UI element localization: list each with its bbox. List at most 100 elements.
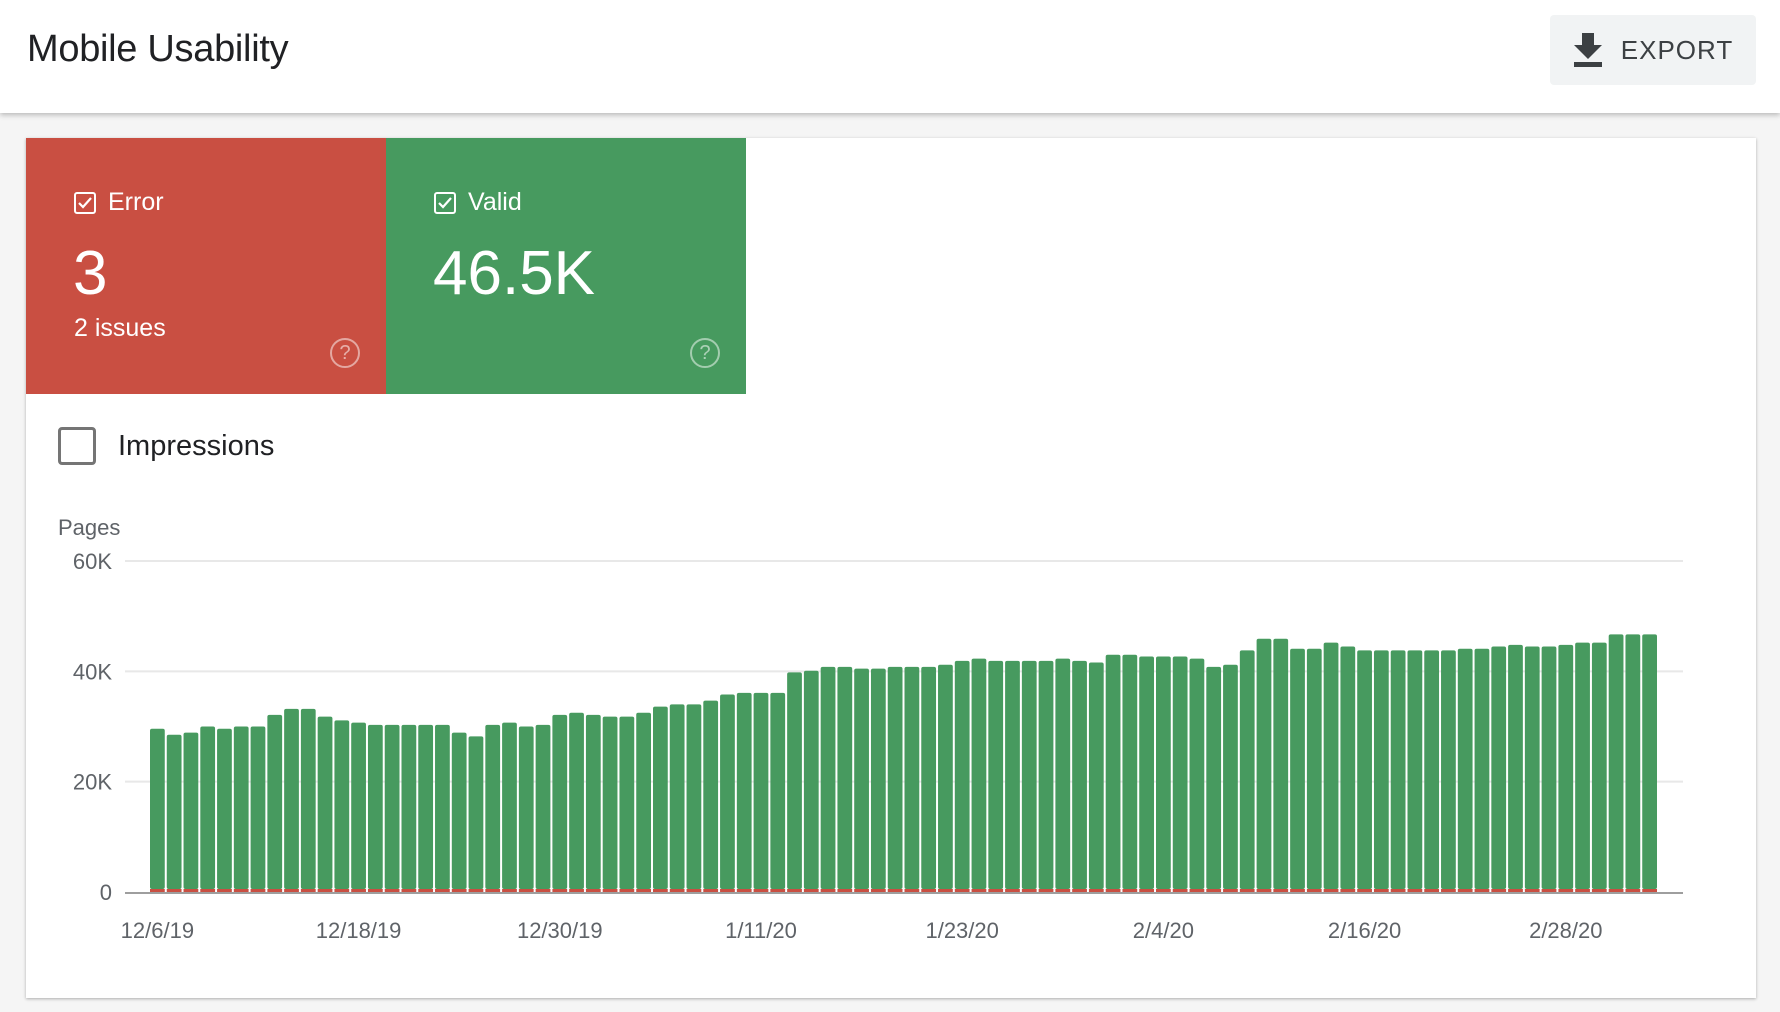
error-bar xyxy=(267,889,283,892)
error-bar xyxy=(753,889,769,892)
error-bar xyxy=(1407,889,1423,892)
download-icon xyxy=(1573,33,1602,67)
valid-bar xyxy=(803,670,819,889)
error-bar xyxy=(1441,889,1456,892)
valid-checkbox[interactable] xyxy=(434,191,456,214)
valid-bar xyxy=(1005,660,1020,889)
valid-bar xyxy=(1642,634,1657,889)
y-tick-label: 0 xyxy=(100,880,112,905)
valid-bar xyxy=(1457,648,1473,889)
valid-bar xyxy=(938,664,953,889)
check-icon xyxy=(438,196,452,209)
error-bar xyxy=(1491,889,1507,892)
error-bar xyxy=(1474,889,1490,892)
error-bar xyxy=(1575,889,1590,892)
valid-bar xyxy=(250,726,266,889)
pages-chart: Pages 0 20K 40K 60K 12/6/19 12/18/19 12/30/19 1/… xyxy=(58,515,1683,943)
valid-bar xyxy=(217,728,232,889)
valid-bar xyxy=(1239,650,1255,889)
error-bar xyxy=(854,889,869,892)
error-bar xyxy=(803,889,819,892)
help-icon[interactable]: ? xyxy=(330,338,360,368)
error-bar xyxy=(1608,889,1624,892)
valid-bar xyxy=(451,732,467,889)
error-bar xyxy=(1357,889,1372,892)
error-bar xyxy=(233,889,249,892)
valid-bar xyxy=(1105,654,1121,889)
error-bar xyxy=(217,889,232,892)
error-bar xyxy=(1424,889,1440,892)
error-bar xyxy=(1306,889,1322,892)
valid-bar xyxy=(1189,658,1205,889)
error-bar xyxy=(250,889,266,892)
valid-bar xyxy=(1373,650,1389,889)
error-bar xyxy=(1373,889,1389,892)
error-count: 3 xyxy=(73,239,108,308)
error-tile[interactable]: Error 3 2 issues ? xyxy=(26,138,386,394)
error-bar xyxy=(653,889,668,892)
error-bar xyxy=(904,889,920,892)
error-bar xyxy=(921,889,937,892)
page-title: Mobile Usability xyxy=(27,28,289,70)
error-bar xyxy=(1524,889,1540,892)
error-bar xyxy=(351,889,366,892)
valid-bar xyxy=(787,672,802,889)
error-bar xyxy=(401,889,417,892)
error-bar xyxy=(1256,889,1272,892)
valid-bar xyxy=(518,726,534,889)
error-bar xyxy=(451,889,467,892)
export-button[interactable]: EXPORT xyxy=(1550,15,1756,85)
error-bar xyxy=(435,889,450,892)
valid-bar xyxy=(1055,658,1071,889)
error-bar xyxy=(585,889,601,892)
error-bar xyxy=(1340,889,1356,892)
error-checkbox[interactable] xyxy=(74,191,96,214)
valid-bar xyxy=(1441,650,1456,889)
error-bar xyxy=(1072,889,1087,892)
error-bar xyxy=(1642,889,1657,892)
valid-bar xyxy=(1223,664,1238,889)
valid-bar xyxy=(267,714,283,889)
valid-bar xyxy=(1273,638,1289,889)
error-bar xyxy=(1139,889,1154,892)
valid-bar xyxy=(837,666,853,889)
error-bar xyxy=(1189,889,1205,892)
valid-bar xyxy=(1088,662,1104,889)
valid-bar xyxy=(820,666,836,889)
impressions-toggle[interactable]: Impressions xyxy=(58,427,274,465)
valid-bar xyxy=(1206,666,1222,889)
error-bar xyxy=(1508,889,1523,892)
valid-bar xyxy=(485,724,501,889)
error-bar xyxy=(367,889,383,892)
help-icon[interactable]: ? xyxy=(690,338,720,368)
valid-bar xyxy=(854,668,869,889)
valid-bar xyxy=(1608,634,1624,889)
error-bar xyxy=(770,889,786,892)
valid-bar xyxy=(1256,638,1272,889)
valid-bar xyxy=(971,658,987,889)
valid-bar xyxy=(1474,648,1490,889)
valid-bar xyxy=(753,692,769,889)
valid-bar xyxy=(1524,646,1540,889)
error-bar xyxy=(334,889,350,892)
error-bar xyxy=(418,889,434,892)
check-icon xyxy=(78,196,92,209)
valid-tile[interactable]: Valid 46.5K ? xyxy=(386,138,746,394)
report-card: Error 3 2 issues ? Valid 46.5K ? Impress… xyxy=(26,138,1756,998)
valid-bar xyxy=(435,724,450,889)
valid-bar xyxy=(317,716,333,889)
error-bar xyxy=(300,889,316,892)
valid-bar xyxy=(1172,656,1188,889)
error-bar xyxy=(820,889,836,892)
impressions-checkbox[interactable] xyxy=(58,427,96,465)
valid-bar xyxy=(284,708,299,889)
valid-bar xyxy=(653,706,668,889)
error-bar xyxy=(569,889,584,892)
valid-bar xyxy=(770,692,786,889)
valid-bar xyxy=(1021,660,1037,889)
valid-bar xyxy=(183,732,199,889)
error-bar xyxy=(384,889,400,892)
error-bar xyxy=(1457,889,1473,892)
error-bar xyxy=(1005,889,1020,892)
valid-bar xyxy=(636,712,651,889)
